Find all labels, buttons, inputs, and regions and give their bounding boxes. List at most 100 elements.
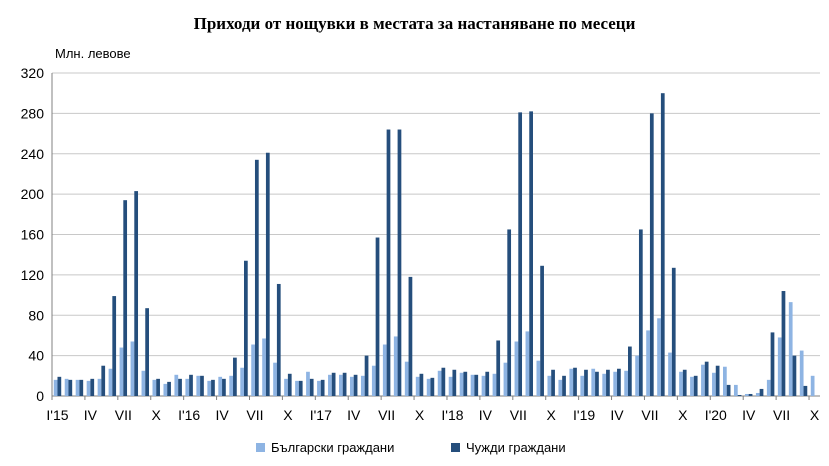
bar-bulgarian xyxy=(613,371,618,396)
bar-foreign xyxy=(693,375,698,396)
bar-foreign xyxy=(540,265,544,396)
bar-bulgarian xyxy=(75,379,80,396)
x-tick-label: X xyxy=(152,407,162,423)
bar-bulgarian xyxy=(207,380,212,396)
bar-foreign xyxy=(79,379,84,396)
bar-foreign xyxy=(254,159,259,396)
bar-foreign xyxy=(123,200,128,396)
bar-bulgarian xyxy=(690,376,694,396)
legend-label-foreign: Чужди граждани xyxy=(466,440,566,455)
chart-title: Приходи от нощувки в местата за настаняв… xyxy=(193,14,636,33)
bar-bulgarian xyxy=(481,375,486,396)
bar-foreign xyxy=(485,371,490,396)
legend-label-bulgarian: Български граждани xyxy=(271,440,395,455)
bar-foreign xyxy=(211,379,215,396)
bar-foreign xyxy=(617,368,621,396)
y-axis-label: Млн. левове xyxy=(55,46,131,61)
x-tick-label: I'19 xyxy=(573,407,595,423)
y-tick-label: 80 xyxy=(28,307,44,323)
bar-foreign xyxy=(265,152,270,396)
bar-bulgarian xyxy=(810,375,815,396)
bar-foreign xyxy=(562,375,566,396)
y-tick-label: 40 xyxy=(28,348,44,364)
bar-bulgarian xyxy=(86,380,91,396)
bars xyxy=(53,93,815,397)
bar-foreign xyxy=(770,332,775,396)
x-tick-label: X xyxy=(547,407,557,423)
x-tick-label: IV xyxy=(742,407,756,423)
bar-bulgarian xyxy=(240,367,244,396)
bar-bulgarian xyxy=(196,375,201,396)
bar-foreign xyxy=(342,372,347,396)
bar-bulgarian xyxy=(273,362,277,396)
bar-bulgarian xyxy=(97,378,102,396)
bar-bulgarian xyxy=(547,375,552,396)
grid-lines xyxy=(51,72,820,397)
x-tick-labels: I'15 IV VII X I'16 IV VII X I'17 IV VII X I'18 IV VII X… xyxy=(46,396,820,423)
x-tick-label: I'20 xyxy=(705,407,727,423)
bar-foreign xyxy=(507,229,512,396)
x-tick-label: IV xyxy=(610,407,624,423)
bar-foreign xyxy=(595,371,599,396)
bar-foreign xyxy=(408,276,413,396)
bar-foreign xyxy=(200,375,204,396)
bar-bulgarian xyxy=(229,375,234,396)
bar-foreign xyxy=(386,129,391,396)
bar-bulgarian xyxy=(799,350,804,396)
x-tick-label: I'16 xyxy=(178,407,200,423)
x-tick-label: VII xyxy=(773,407,790,423)
bar-foreign xyxy=(529,111,533,397)
bar-bulgarian xyxy=(635,355,639,397)
bar-foreign xyxy=(452,369,457,396)
bar-bulgarian xyxy=(657,318,661,396)
y-tick-labels: 0 40 80 120 160 200 240 280 320 xyxy=(21,65,45,404)
bar-bulgarian xyxy=(744,393,749,396)
bar-bulgarian xyxy=(558,379,563,396)
bar-foreign xyxy=(748,393,753,396)
x-tick-label: I'15 xyxy=(46,407,68,423)
bar-foreign xyxy=(551,369,555,396)
bar-foreign xyxy=(496,340,501,396)
bar-bulgarian xyxy=(174,374,179,396)
bar-foreign xyxy=(704,361,709,396)
bar-foreign xyxy=(715,365,720,396)
y-tick-label: 120 xyxy=(21,267,45,283)
bar-bulgarian xyxy=(404,361,409,396)
bar-foreign xyxy=(649,113,654,397)
bar-foreign xyxy=(353,374,358,396)
bar-foreign xyxy=(606,369,610,396)
bar-foreign xyxy=(397,129,402,396)
bar-foreign xyxy=(660,93,665,396)
x-tick-label: VII xyxy=(510,407,527,423)
legend-item-bulgarian: Български граждани xyxy=(256,440,394,455)
bar-foreign xyxy=(276,283,281,396)
bar-bulgarian xyxy=(339,374,343,396)
bar-foreign xyxy=(628,346,632,396)
bar-bulgarian xyxy=(591,368,596,396)
bar-bulgarian xyxy=(284,378,288,396)
x-tick-label: X xyxy=(810,407,820,423)
bar-foreign xyxy=(68,379,73,396)
bar-bulgarian xyxy=(130,341,135,396)
bar-bulgarian xyxy=(766,379,771,396)
bar-bulgarian xyxy=(119,347,124,396)
x-tick-label: X xyxy=(283,407,293,423)
bar-bulgarian xyxy=(459,372,464,396)
x-tick-label: VII xyxy=(115,407,132,423)
x-tick-label: X xyxy=(415,407,425,423)
bar-bulgarian xyxy=(415,376,420,396)
y-tick-label: 320 xyxy=(21,65,45,81)
bar-bulgarian xyxy=(755,392,760,396)
x-tick-label: IV xyxy=(84,407,98,423)
bar-foreign xyxy=(189,374,193,396)
bar-bulgarian xyxy=(492,373,497,396)
legend-swatch-foreign xyxy=(451,443,460,452)
bar-foreign xyxy=(419,373,424,396)
bar-foreign xyxy=(474,374,479,396)
bar-foreign xyxy=(638,229,643,396)
bar-foreign xyxy=(320,379,325,396)
y-tick-label: 200 xyxy=(21,186,45,202)
bar-bulgarian xyxy=(580,375,585,396)
bar-bulgarian xyxy=(360,375,365,396)
bar-foreign xyxy=(298,380,303,396)
